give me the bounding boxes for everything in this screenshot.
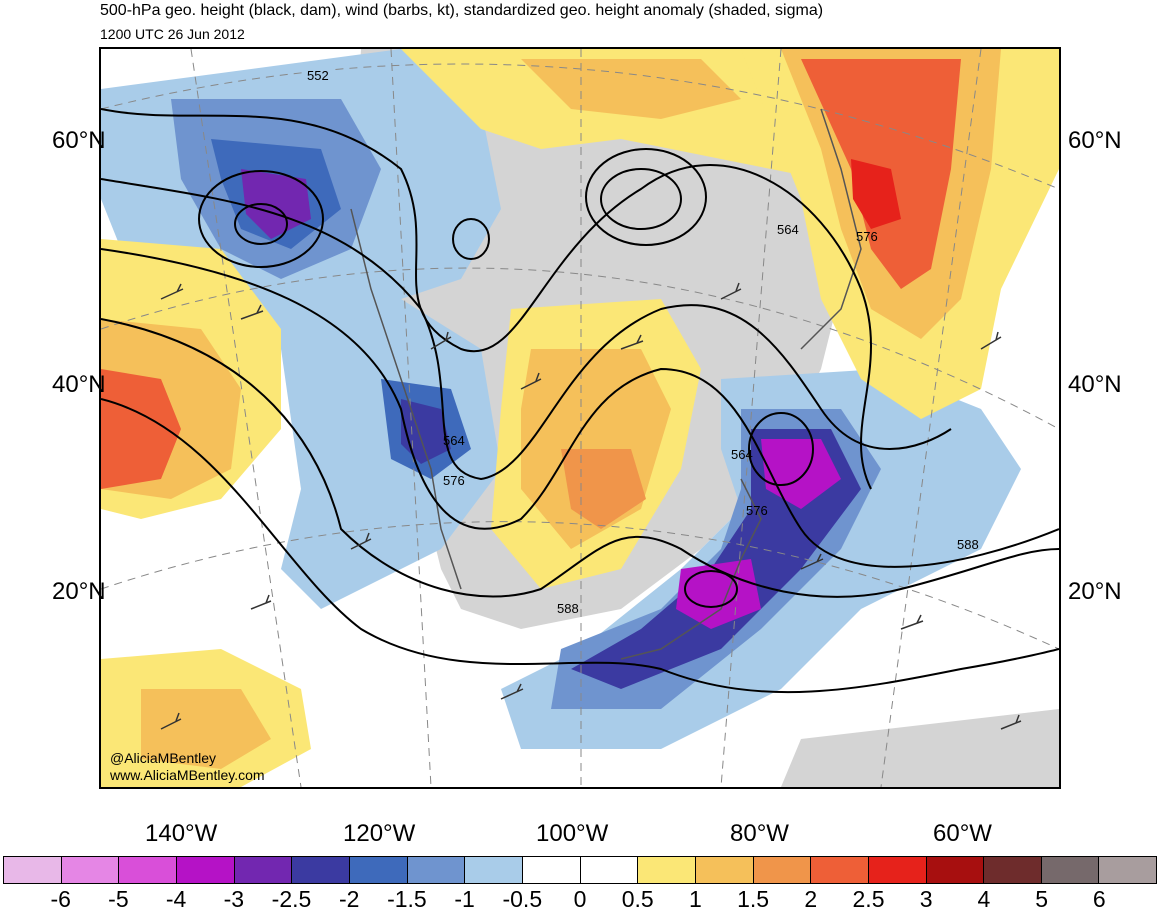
credit-handle: @AliciaMBentley (110, 750, 217, 766)
lat-label-40n-right: 40°N (1068, 371, 1122, 398)
contour-label-564-ne: 564 (777, 222, 799, 237)
colorbar-swatch (695, 857, 754, 883)
anomaly-positive-hudson-core (521, 59, 741, 119)
colorbar-swatch (349, 857, 408, 883)
contour-label-564-e: 564 (731, 447, 753, 462)
colorbar-swatch (984, 857, 1042, 883)
map-timestamp: 1200 UTC 26 Jun 2012 (100, 26, 245, 42)
colorbar-label: 0 (573, 886, 587, 912)
colorbar-label: -0.5 (502, 886, 543, 912)
contour-label-588-e: 588 (957, 537, 979, 552)
colorbar-swatch (580, 857, 639, 883)
map-canvas: 552 564 576 564 576 564 576 588 588 (101, 49, 1059, 787)
colorbar-swatch (292, 857, 350, 883)
weather-map: 552 564 576 564 576 564 576 588 588 (99, 47, 1061, 789)
lat-label-20n-left: 20°N (52, 578, 106, 605)
contour-label-564-w: 564 (443, 433, 465, 448)
colorbar-label: -2 (338, 886, 360, 912)
colorbar-swatch (753, 857, 812, 883)
colorbar-label: 6 (1092, 886, 1106, 912)
lon-label-140w: 140°W (145, 820, 218, 847)
lat-label-60n-right: 60°N (1068, 127, 1122, 154)
colorbar-label: 2 (804, 886, 818, 912)
colorbar-label: -3 (223, 886, 245, 912)
colorbar-label: -1 (454, 886, 475, 912)
colorbar-label: 3 (919, 886, 933, 912)
contour-labels: 552 564 576 564 576 564 576 588 588 (304, 67, 979, 616)
colorbar-swatch (868, 857, 927, 883)
colorbar-label: 0.5 (621, 886, 654, 912)
anomaly-negative-alaska-peak (241, 169, 311, 239)
contour-label-576-ne: 576 (856, 229, 878, 244)
lon-label-80w: 80°W (730, 820, 789, 847)
anomaly-positive-westpac-core (101, 369, 181, 489)
contour-label-552: 552 (307, 68, 329, 83)
colorbar-swatch (926, 857, 985, 883)
colorbar-label: 1.5 (737, 886, 770, 912)
coastlines (350, 108, 862, 660)
contour-label-576-e: 576 (746, 503, 768, 518)
colorbar-swatch (522, 857, 581, 883)
colorbar-label: 4 (977, 886, 991, 912)
colorbar-label: 2.5 (852, 886, 885, 912)
anomaly-colorbar (3, 856, 1157, 884)
lat-label-40n-left: 40°N (52, 371, 106, 398)
anomaly-positive-subtropics-core (141, 689, 271, 769)
colorbar-swatch (1041, 857, 1100, 883)
lat-label-20n-right: 20°N (1068, 578, 1122, 605)
colorbar-swatch (465, 857, 523, 883)
anomaly-positive-greenland-peak (851, 159, 901, 229)
colorbar-label: -4 (165, 886, 187, 912)
colorbar-swatch (119, 857, 177, 883)
credit-website: www.AliciaMBentley.com (110, 767, 265, 783)
colorbar-swatch (638, 857, 696, 883)
lon-label-100w: 100°W (536, 820, 609, 847)
colorbar-label: -6 (50, 886, 71, 912)
lat-label-60n-left: 60°N (52, 127, 106, 154)
map-title: 500-hPa geo. height (black, dam), wind (… (100, 2, 824, 19)
contour-label-588-s: 588 (557, 601, 579, 616)
colorbar-label: 5 (1035, 886, 1048, 912)
contour-label-576-w: 576 (443, 473, 465, 488)
colorbar-swatch (61, 857, 120, 883)
lon-label-60w: 60°W (933, 820, 992, 847)
anomaly-negative-atlantic-peak2 (676, 559, 761, 629)
colorbar-label: -1.5 (387, 886, 427, 912)
colorbar-swatch (407, 857, 466, 883)
colorbar-swatch (811, 857, 869, 883)
anomaly-positive-plains-core (561, 449, 646, 529)
colorbar-label: -2.5 (271, 886, 312, 912)
graticule (101, 49, 1059, 787)
colorbar-swatch (1099, 857, 1157, 883)
colorbar-swatch (176, 857, 235, 883)
wind-barbs (160, 282, 1022, 730)
land-south-america (781, 709, 1059, 787)
colorbar-swatch (234, 857, 293, 883)
height-contours (101, 108, 1059, 694)
colorbar-label: -5 (108, 886, 129, 912)
colorbar-label: 1 (688, 886, 702, 912)
lon-label-120w: 120°W (343, 820, 416, 847)
colorbar-swatch (4, 857, 62, 883)
